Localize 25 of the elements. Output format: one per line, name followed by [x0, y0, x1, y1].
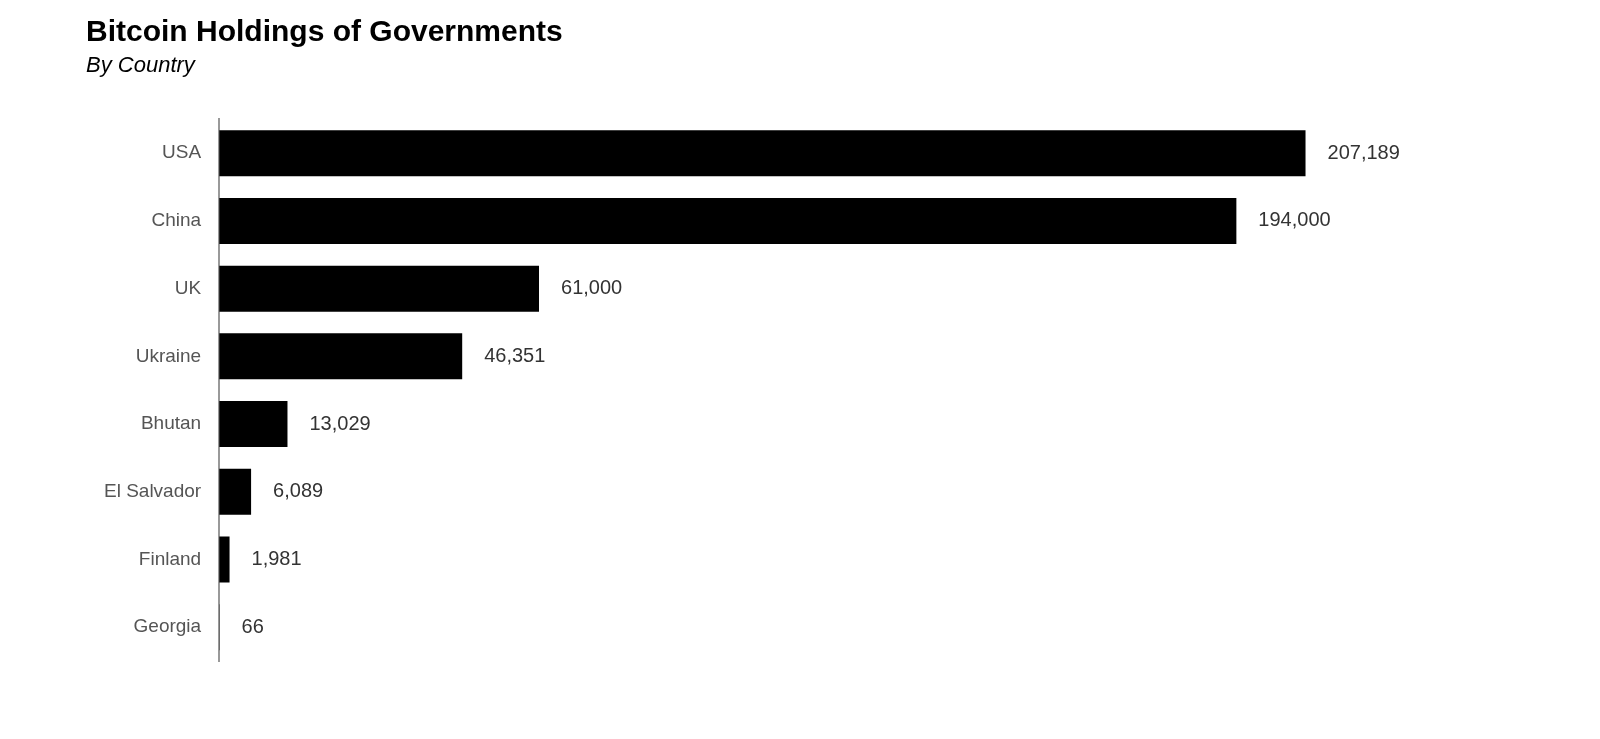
data-label: 13,029 [309, 411, 371, 434]
y-tick-label: UK [174, 276, 202, 298]
data-label: 194,000 [1258, 208, 1331, 231]
y-tick-label: USA [162, 141, 202, 163]
bar [219, 468, 252, 515]
data-label: 66 [241, 614, 264, 637]
y-tick-label: Finland [138, 547, 202, 569]
y-tick-label: Georgia [133, 615, 202, 637]
data-label: 6,089 [273, 479, 324, 502]
y-tick-label: Bhutan [140, 412, 202, 434]
bar [219, 197, 1237, 244]
data-label: 1,981 [251, 546, 302, 569]
bar [219, 265, 540, 312]
data-label: 61,000 [561, 276, 623, 299]
chart-title: Bitcoin Holdings of Governments [86, 14, 563, 48]
y-tick-label: Ukraine [135, 344, 202, 366]
chart-subtitle: By Country [86, 52, 197, 78]
bar [219, 333, 463, 380]
y-tick-label: El Salvador [103, 479, 202, 501]
y-tick-label: China [151, 209, 202, 231]
data-label: 46,351 [484, 343, 546, 366]
bar [219, 130, 1306, 177]
data-label: 207,189 [1327, 140, 1400, 163]
bar [219, 536, 230, 583]
bar [219, 401, 288, 448]
